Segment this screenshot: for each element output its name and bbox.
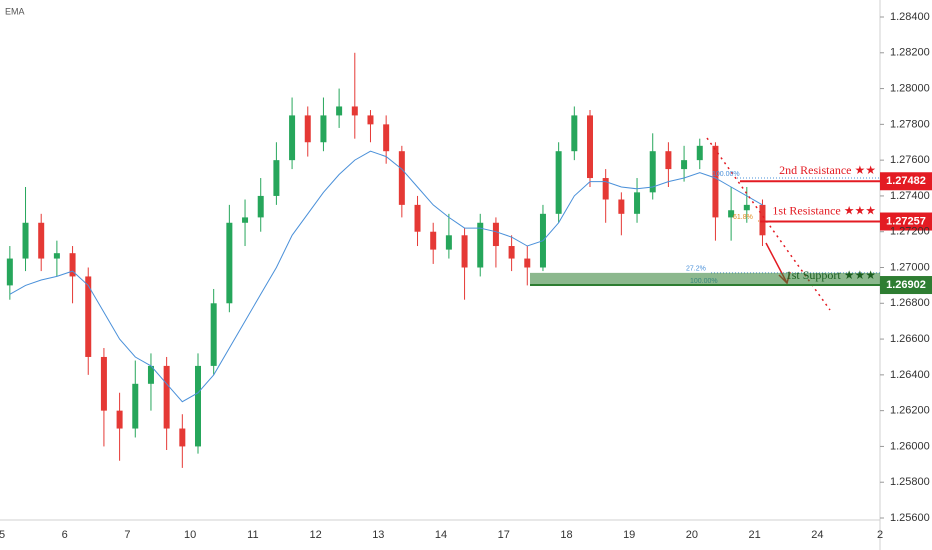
candle-body [587, 115, 593, 179]
level-label: 1st Support ★★★ [786, 268, 876, 282]
candle-body [367, 115, 374, 125]
candle-body [712, 145, 719, 218]
candle-body [634, 192, 641, 214]
candle-body [147, 365, 154, 384]
candle-body [53, 253, 60, 259]
level-label: 1st Resistance ★★★ [772, 203, 876, 217]
candle-body [320, 115, 327, 143]
candle-body [226, 222, 233, 304]
candle-body [743, 204, 750, 211]
price-box [880, 276, 932, 295]
x-tick-label: 24 [811, 529, 823, 541]
price-box [880, 172, 932, 191]
y-tick-label: 1.27800 [890, 118, 930, 130]
y-tick-label: 1.25800 [890, 476, 930, 488]
price-box-label: 1.26902 [886, 279, 926, 291]
y-tick-label: 1.28400 [890, 11, 930, 23]
candle-body [398, 151, 405, 205]
candle-body [163, 365, 170, 429]
candle-body [351, 106, 358, 116]
candle-body [524, 258, 531, 268]
candle-body [430, 231, 437, 250]
y-tick-label: 1.27400 [890, 190, 930, 202]
candle-body [6, 258, 13, 286]
candle-body [22, 222, 29, 259]
candle-body [38, 222, 45, 259]
candle-body [210, 303, 217, 366]
fib-label: 100.00% [712, 171, 740, 178]
fib-label: 61.8% [733, 214, 753, 221]
candle-body [383, 124, 390, 152]
candle-body [492, 222, 499, 247]
price-box [880, 212, 932, 231]
candle-body [602, 178, 609, 200]
candle-body [304, 115, 311, 143]
candle-body [336, 106, 343, 116]
indicator-label: EMA [5, 6, 25, 16]
candle-body [289, 115, 296, 161]
candle-body [571, 115, 578, 152]
fib-label: 27.2% [686, 266, 706, 273]
candle-body [618, 199, 625, 214]
price-box-label: 1.27482 [886, 175, 926, 187]
x-tick-label: 17 [498, 529, 510, 541]
candle-body [681, 160, 688, 170]
plot [6, 52, 766, 468]
support-zone [530, 272, 880, 286]
candle-body [257, 195, 264, 218]
candle-body [116, 410, 123, 429]
x-tick-label: 10 [184, 529, 196, 541]
candle-body [665, 151, 672, 170]
x-tick-label: 7 [124, 529, 130, 541]
y-tick-label: 1.26400 [890, 369, 930, 381]
y-tick-label: 1.27600 [890, 154, 930, 166]
x-tick-label: 21 [749, 529, 761, 541]
candle-body [649, 151, 656, 193]
x-tick-label: 12 [309, 529, 321, 541]
y-tick-label: 1.27200 [890, 226, 930, 238]
y-tick-label: 1.28200 [890, 47, 930, 59]
x-tick-label: 20 [686, 529, 698, 541]
annotations: 100.00%61.8%27.2%100.00%2nd Resistance ★… [530, 163, 932, 295]
candle-body [445, 235, 452, 250]
x-tick-label: 6 [62, 529, 68, 541]
x-tick-label: 19 [623, 529, 635, 541]
x-tick-label: 11 [247, 529, 258, 541]
candle-body [69, 253, 76, 277]
candle-body [179, 428, 186, 447]
y-tick-label: 1.25600 [890, 512, 930, 524]
x-tick-label: 14 [435, 529, 447, 541]
candle-body [132, 383, 139, 429]
candle-body [759, 204, 766, 236]
candle-body [728, 210, 735, 218]
x-tick-label: 5 [0, 529, 5, 541]
level-label: 2nd Resistance ★★ [779, 163, 876, 177]
x-tick-label: 18 [560, 529, 572, 541]
candle-body [195, 365, 201, 447]
candle-body [273, 160, 280, 196]
candle-body [414, 204, 421, 232]
y-tick-label: 1.26600 [890, 333, 930, 345]
candle-body [85, 276, 92, 357]
candle-body [696, 145, 703, 161]
candle-body [242, 217, 249, 223]
y-tick-label: 1.27000 [890, 261, 930, 273]
candle-body [100, 356, 107, 411]
y-tick-label: 1.26800 [890, 297, 930, 309]
y-tick-label: 1.26000 [890, 440, 930, 452]
candle-body [477, 222, 484, 268]
y-tick-label: 1.28000 [890, 82, 930, 94]
price-box-label: 1.27257 [886, 215, 926, 227]
y-tick-label: 1.26200 [890, 405, 930, 417]
candle-body [461, 235, 468, 268]
candle-body [508, 246, 515, 259]
candle-body [555, 151, 562, 214]
x-tick-label: 13 [372, 529, 384, 541]
ema-line [9, 150, 763, 403]
x-tick-label: 2 [877, 529, 883, 541]
